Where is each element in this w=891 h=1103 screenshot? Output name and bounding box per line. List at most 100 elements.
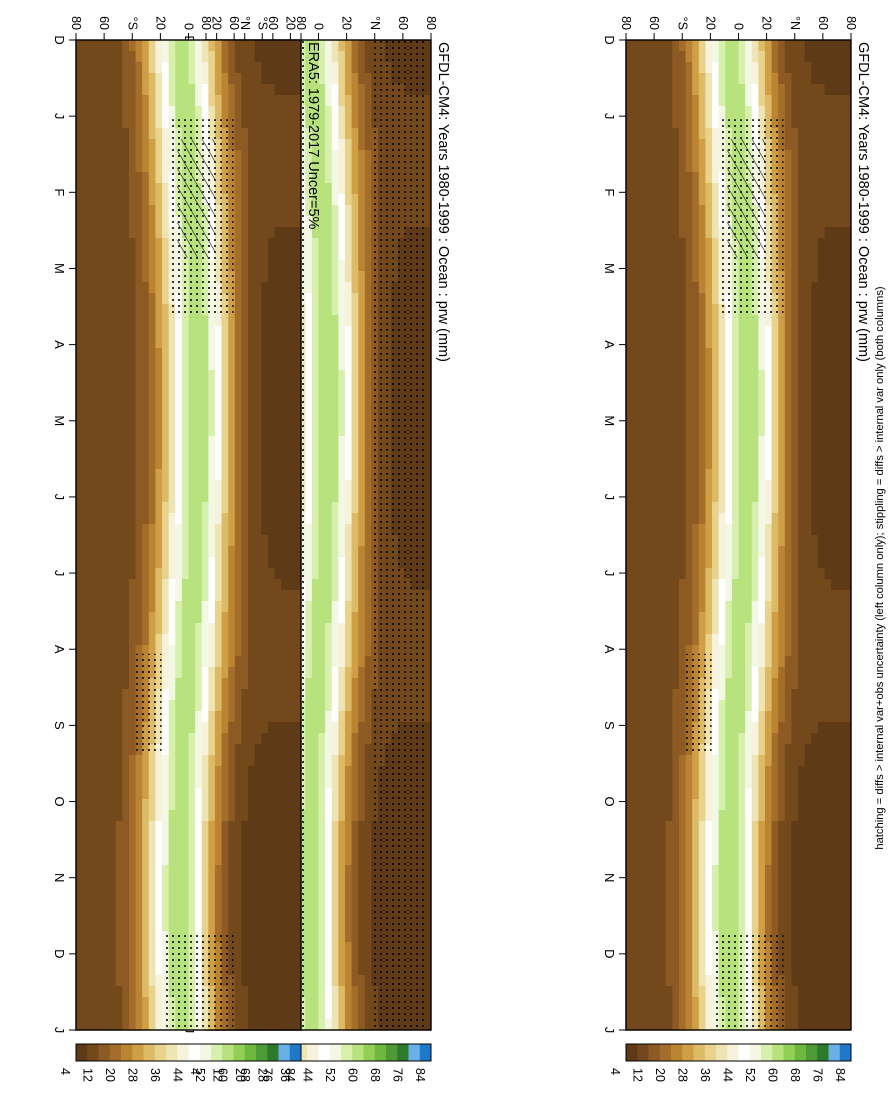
heatmap-cell — [645, 733, 652, 745]
heatmap-cell — [811, 315, 818, 327]
heatmap-cell — [685, 920, 692, 932]
heatmap-cell — [325, 612, 332, 624]
heatmap-cell — [325, 414, 332, 426]
heatmap-cell — [791, 315, 798, 327]
heatmap-cell — [751, 887, 758, 899]
heatmap-cell — [698, 183, 705, 195]
heatmap-cell — [632, 249, 639, 261]
heatmap-cell — [731, 755, 738, 767]
heatmap-cell — [725, 348, 732, 360]
heatmap-cell — [804, 348, 811, 360]
heatmap-cell — [817, 997, 824, 1009]
heatmap-cell — [824, 216, 831, 228]
heatmap-cell — [639, 645, 646, 657]
heatmap-cell — [738, 700, 745, 712]
heatmap-cell — [791, 700, 798, 712]
heatmap-cell — [824, 942, 831, 954]
heatmap-cell — [711, 293, 718, 305]
heatmap-cell — [745, 95, 752, 107]
heatmap-cell — [658, 513, 665, 525]
heatmap-cell — [698, 436, 705, 448]
colorbar-tick-label: 36 — [698, 1068, 712, 1082]
heatmap-cell — [325, 623, 332, 635]
heatmap-cell — [778, 95, 785, 107]
heatmap-cell — [797, 370, 804, 382]
heatmap-cell — [844, 414, 851, 426]
heatmap-cell — [652, 425, 659, 437]
heatmap-cell — [811, 722, 818, 734]
heatmap-cell — [632, 304, 639, 316]
heatmap-cell — [811, 821, 818, 833]
heatmap-cell — [751, 381, 758, 393]
heatmap-cell — [797, 117, 804, 129]
heatmap-cell — [751, 876, 758, 888]
heatmap-cell — [804, 183, 811, 195]
heatmap-cell — [718, 469, 725, 481]
heatmap-cell — [824, 370, 831, 382]
heatmap-cell — [824, 601, 831, 613]
heatmap-cell — [804, 986, 811, 998]
heatmap-cell — [325, 359, 332, 371]
heatmap-cell — [652, 667, 659, 679]
heatmap-cell — [678, 128, 685, 140]
heatmap-cell — [731, 73, 738, 85]
heatmap-cell — [665, 205, 672, 217]
heatmap-cell — [639, 194, 646, 206]
heatmap-cell — [692, 139, 699, 151]
heatmap-cell — [665, 271, 672, 283]
heatmap-cell — [804, 909, 811, 921]
heatmap-cell — [705, 370, 712, 382]
heatmap-cell — [791, 183, 798, 195]
heatmap-cell — [791, 128, 798, 140]
heatmap-cell — [698, 777, 705, 789]
heatmap-cell — [824, 161, 831, 173]
colorbar-swatch — [716, 1044, 728, 1061]
heatmap-cell — [711, 612, 718, 624]
heatmap-cell — [658, 810, 665, 822]
heatmap-cell — [804, 722, 811, 734]
heatmap-cell — [639, 172, 646, 184]
heatmap-cell — [331, 513, 338, 525]
heatmap-cell — [665, 909, 672, 921]
heatmap-cell — [751, 359, 758, 371]
heatmap-cell — [305, 315, 312, 327]
heatmap-cell — [672, 744, 679, 756]
heatmap-cell — [652, 557, 659, 569]
heatmap-cell — [831, 601, 838, 613]
heatmap-cell — [817, 51, 824, 63]
heatmap-cell — [771, 524, 778, 536]
heatmap-cell — [632, 579, 639, 591]
heatmap-cell — [725, 744, 732, 756]
heatmap-cell — [305, 458, 312, 470]
heatmap-cell — [311, 623, 318, 635]
heatmap-cell — [351, 392, 358, 404]
heatmap-cell — [811, 634, 818, 646]
colorbar-tick-label: 76 — [810, 1068, 824, 1082]
heatmap-cell — [811, 546, 818, 558]
heatmap-cell — [305, 469, 312, 481]
heatmap-cell — [824, 799, 831, 811]
heatmap-cell — [844, 62, 851, 74]
heatmap-cell — [791, 777, 798, 789]
heatmap-cell — [844, 128, 851, 140]
heatmap-cell — [817, 161, 824, 173]
heatmap-cell — [639, 315, 646, 327]
heatmap-cell — [672, 62, 679, 74]
heatmap-cell — [351, 84, 358, 96]
heatmap-cell — [652, 601, 659, 613]
heatmap-cell — [778, 711, 785, 723]
heatmap-cell — [831, 491, 838, 503]
heatmap-cell — [778, 469, 785, 481]
heatmap-cell — [338, 524, 345, 536]
heatmap-cell — [844, 480, 851, 492]
heatmap-cell — [797, 876, 804, 888]
heatmap-cell — [778, 920, 785, 932]
heatmap-cell — [665, 480, 672, 492]
heatmap-cell — [705, 777, 712, 789]
heatmap-cell — [797, 953, 804, 965]
heatmap-cell — [325, 546, 332, 558]
heatmap-cell — [358, 524, 365, 536]
heatmap-cell — [745, 359, 752, 371]
heatmap-cell — [685, 832, 692, 844]
heatmap-cell — [672, 810, 679, 822]
